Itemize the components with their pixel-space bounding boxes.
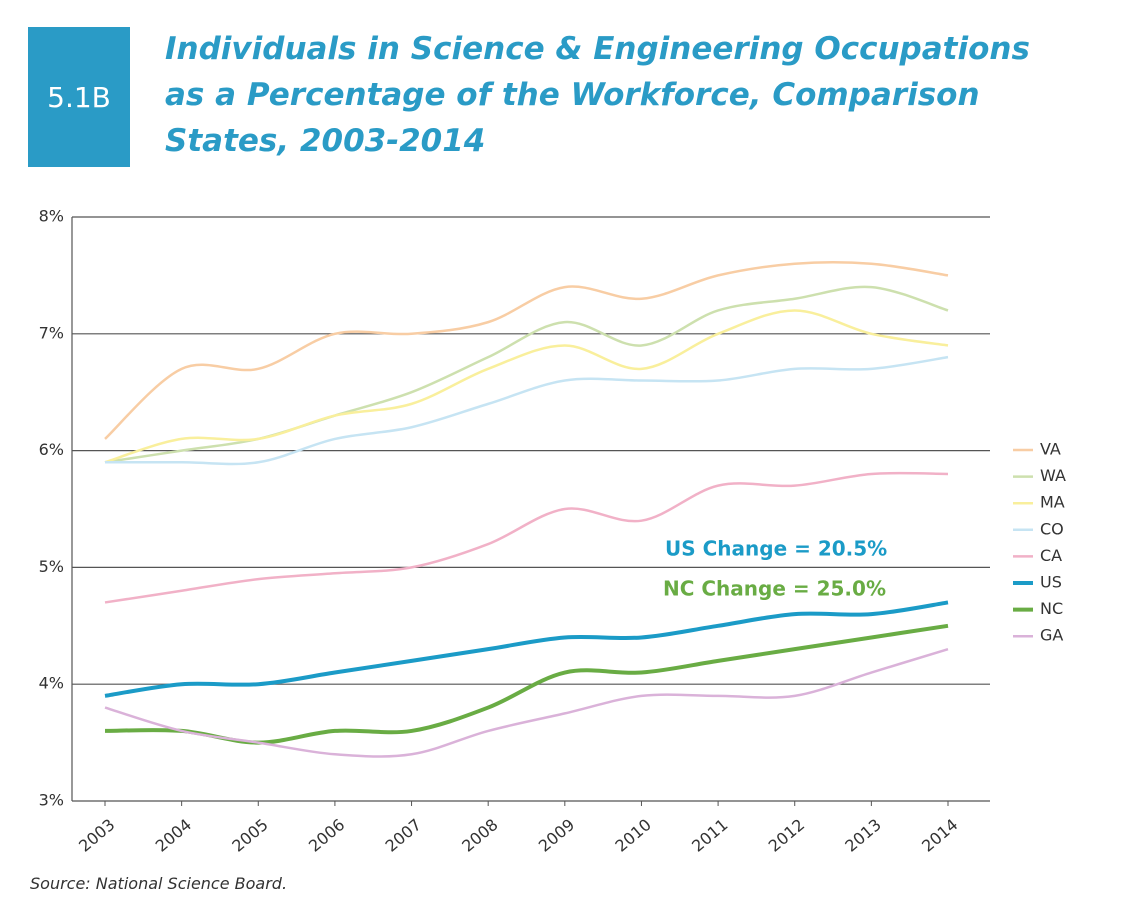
series-line — [104, 471, 949, 604]
legend-label: MA — [1040, 493, 1065, 512]
x-tick-label: 2011 — [688, 815, 731, 856]
y-tick-label: 4% — [39, 674, 64, 693]
x-tick-label: 2009 — [535, 815, 578, 856]
y-tick-label: 5% — [39, 557, 64, 576]
x-tick-label: 2012 — [765, 815, 808, 856]
legend-label: VA — [1040, 440, 1061, 459]
figure-badge: 5.1B — [28, 27, 130, 167]
legend-label: CO — [1040, 519, 1064, 538]
legend-label: US — [1040, 573, 1062, 592]
legend-label: CA — [1040, 546, 1062, 565]
legend-label: WA — [1040, 466, 1066, 485]
legend-label: GA — [1040, 626, 1063, 645]
x-tick-label: 2005 — [228, 815, 271, 856]
x-tick-label: 2003 — [75, 815, 118, 856]
y-tick-label: 8% — [39, 207, 64, 226]
series-line — [104, 600, 949, 698]
x-tick-label: 2014 — [918, 815, 961, 856]
y-tick-label: 7% — [39, 323, 64, 342]
series-line — [104, 285, 949, 464]
series-line — [104, 355, 949, 466]
source-note: Source: National Science Board. — [30, 874, 288, 893]
annotation: US Change = 20.5% — [665, 537, 887, 561]
x-tick-label: 2010 — [612, 815, 655, 856]
series-line — [104, 261, 949, 440]
x-tick-label: 2006 — [305, 815, 348, 856]
y-tick-label: 6% — [39, 440, 64, 459]
annotation: NC Change = 25.0% — [663, 577, 886, 601]
y-tick-label: 3% — [39, 791, 64, 810]
chart-title: Individuals in Science & Engineering Occ… — [165, 31, 1030, 159]
x-tick-label: 2008 — [458, 815, 501, 856]
legend-label: NC — [1040, 599, 1063, 618]
x-tick-label: 2013 — [841, 815, 884, 856]
x-tick-label: 2004 — [152, 815, 195, 856]
series-line — [104, 309, 949, 464]
x-tick-label: 2007 — [382, 815, 425, 856]
series-line — [104, 647, 949, 758]
